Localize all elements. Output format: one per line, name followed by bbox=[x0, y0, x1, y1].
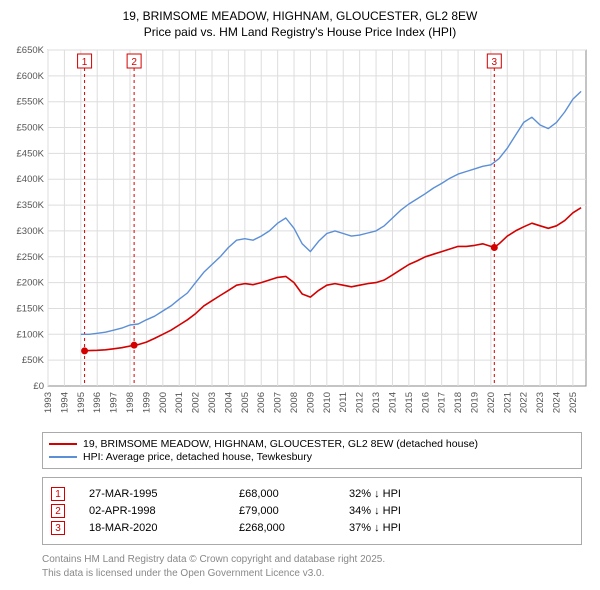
footer-line2: This data is licensed under the Open Gov… bbox=[42, 567, 590, 581]
x-tick-label: 2003 bbox=[207, 392, 218, 413]
x-tick-label: 2016 bbox=[420, 392, 431, 413]
x-tick-label: 2024 bbox=[551, 392, 562, 413]
title-line1: 19, BRIMSOME MEADOW, HIGHNAM, GLOUCESTER… bbox=[4, 8, 596, 24]
x-tick-label: 2014 bbox=[387, 392, 398, 413]
marker-table-row: 1 27-MAR-1995£68,00032% ↓ HPI bbox=[51, 487, 573, 501]
x-tick-label: 1994 bbox=[59, 392, 70, 413]
marker-date: 18-MAR-2020 bbox=[89, 522, 239, 534]
x-tick-label: 2013 bbox=[371, 392, 382, 413]
x-tick-label: 1997 bbox=[109, 392, 120, 413]
y-tick-label: £150K bbox=[17, 304, 45, 315]
x-tick-label: 2006 bbox=[256, 392, 267, 413]
x-tick-label: 2005 bbox=[240, 392, 251, 413]
series-dot bbox=[491, 244, 498, 251]
x-tick-label: 2023 bbox=[535, 392, 546, 413]
legend-item: HPI: Average price, detached house, Tewk… bbox=[49, 451, 575, 463]
x-tick-label: 1996 bbox=[92, 392, 103, 413]
marker-table-badge: 1 bbox=[51, 487, 65, 501]
x-tick-label: 2004 bbox=[223, 392, 234, 413]
y-tick-label: £100K bbox=[17, 330, 45, 341]
y-tick-label: £250K bbox=[17, 252, 45, 263]
x-tick-label: 2011 bbox=[338, 392, 349, 412]
marker-badge-number: 3 bbox=[492, 57, 498, 68]
marker-date: 27-MAR-1995 bbox=[89, 488, 239, 500]
x-tick-label: 2022 bbox=[519, 392, 530, 413]
x-tick-label: 1998 bbox=[125, 392, 136, 413]
marker-table-row: 3 18-MAR-2020£268,00037% ↓ HPI bbox=[51, 521, 573, 535]
chart-container: { "title": { "line1": "19, BRIMSOME MEAD… bbox=[0, 0, 600, 588]
x-tick-label: 2025 bbox=[568, 392, 579, 413]
x-tick-label: 2012 bbox=[355, 392, 366, 413]
x-tick-label: 2010 bbox=[322, 392, 333, 413]
marker-price: £79,000 bbox=[239, 505, 349, 517]
marker-badge-number: 2 bbox=[131, 57, 137, 68]
x-tick-label: 2002 bbox=[191, 392, 202, 413]
marker-table: 1 27-MAR-1995£68,00032% ↓ HPI 2 02-APR-1998… bbox=[42, 477, 582, 545]
marker-badge-number: 1 bbox=[82, 57, 88, 68]
y-tick-label: £600K bbox=[17, 71, 45, 82]
legend-item: 19, BRIMSOME MEADOW, HIGHNAM, GLOUCESTER… bbox=[49, 438, 575, 450]
x-tick-label: 2019 bbox=[469, 392, 480, 413]
marker-delta: 37% ↓ HPI bbox=[349, 522, 449, 534]
series-dot bbox=[131, 342, 138, 349]
x-tick-label: 2001 bbox=[174, 392, 185, 413]
series-dot bbox=[81, 348, 88, 355]
marker-delta: 34% ↓ HPI bbox=[349, 505, 449, 517]
x-tick-label: 2008 bbox=[289, 392, 300, 413]
legend-label: 19, BRIMSOME MEADOW, HIGHNAM, GLOUCESTER… bbox=[83, 438, 478, 450]
x-tick-label: 2009 bbox=[305, 392, 316, 413]
y-tick-label: £350K bbox=[17, 200, 45, 211]
y-tick-label: £500K bbox=[17, 123, 45, 134]
legend-swatch bbox=[49, 443, 77, 445]
x-tick-label: 2021 bbox=[502, 392, 513, 413]
marker-price: £68,000 bbox=[239, 488, 349, 500]
marker-price: £268,000 bbox=[239, 522, 349, 534]
x-tick-label: 2000 bbox=[158, 392, 169, 413]
chart-title: 19, BRIMSOME MEADOW, HIGHNAM, GLOUCESTER… bbox=[4, 8, 596, 40]
marker-delta: 32% ↓ HPI bbox=[349, 488, 449, 500]
marker-table-row: 2 02-APR-1998£79,00034% ↓ HPI bbox=[51, 504, 573, 518]
y-tick-label: £300K bbox=[17, 226, 45, 237]
y-tick-label: £200K bbox=[17, 278, 45, 289]
marker-date: 02-APR-1998 bbox=[89, 505, 239, 517]
y-tick-label: £400K bbox=[17, 175, 45, 186]
legend-label: HPI: Average price, detached house, Tewk… bbox=[83, 451, 312, 463]
plot-area bbox=[48, 50, 586, 386]
x-tick-label: 2007 bbox=[273, 392, 284, 413]
line-chart: £0 £50K £100K £150K £200K £250K £300K £350K £400… bbox=[4, 46, 596, 426]
x-tick-label: 2015 bbox=[404, 392, 415, 413]
x-tick-label: 2017 bbox=[437, 392, 448, 413]
legend-swatch bbox=[49, 456, 77, 458]
footer-attribution: Contains HM Land Registry data © Crown c… bbox=[42, 553, 590, 580]
y-tick-label: £0 bbox=[33, 381, 44, 392]
y-tick-label: £450K bbox=[17, 149, 45, 160]
marker-table-badge: 3 bbox=[51, 521, 65, 535]
marker-table-badge: 2 bbox=[51, 504, 65, 518]
footer-line1: Contains HM Land Registry data © Crown c… bbox=[42, 553, 590, 567]
x-tick-label: 2018 bbox=[453, 392, 464, 413]
title-line2: Price paid vs. HM Land Registry's House … bbox=[4, 24, 596, 40]
legend: 19, BRIMSOME MEADOW, HIGHNAM, GLOUCESTER… bbox=[42, 432, 582, 469]
y-tick-label: £50K bbox=[22, 356, 45, 367]
y-tick-label: £650K bbox=[17, 46, 45, 56]
y-tick-label: £550K bbox=[17, 97, 45, 108]
x-tick-label: 1999 bbox=[141, 392, 152, 413]
x-tick-label: 1995 bbox=[76, 392, 87, 413]
chart-svg: £0 £50K £100K £150K £200K £250K £300K £350K £400… bbox=[4, 46, 596, 426]
x-tick-label: 2020 bbox=[486, 392, 497, 413]
x-tick-label: 1993 bbox=[43, 392, 54, 413]
